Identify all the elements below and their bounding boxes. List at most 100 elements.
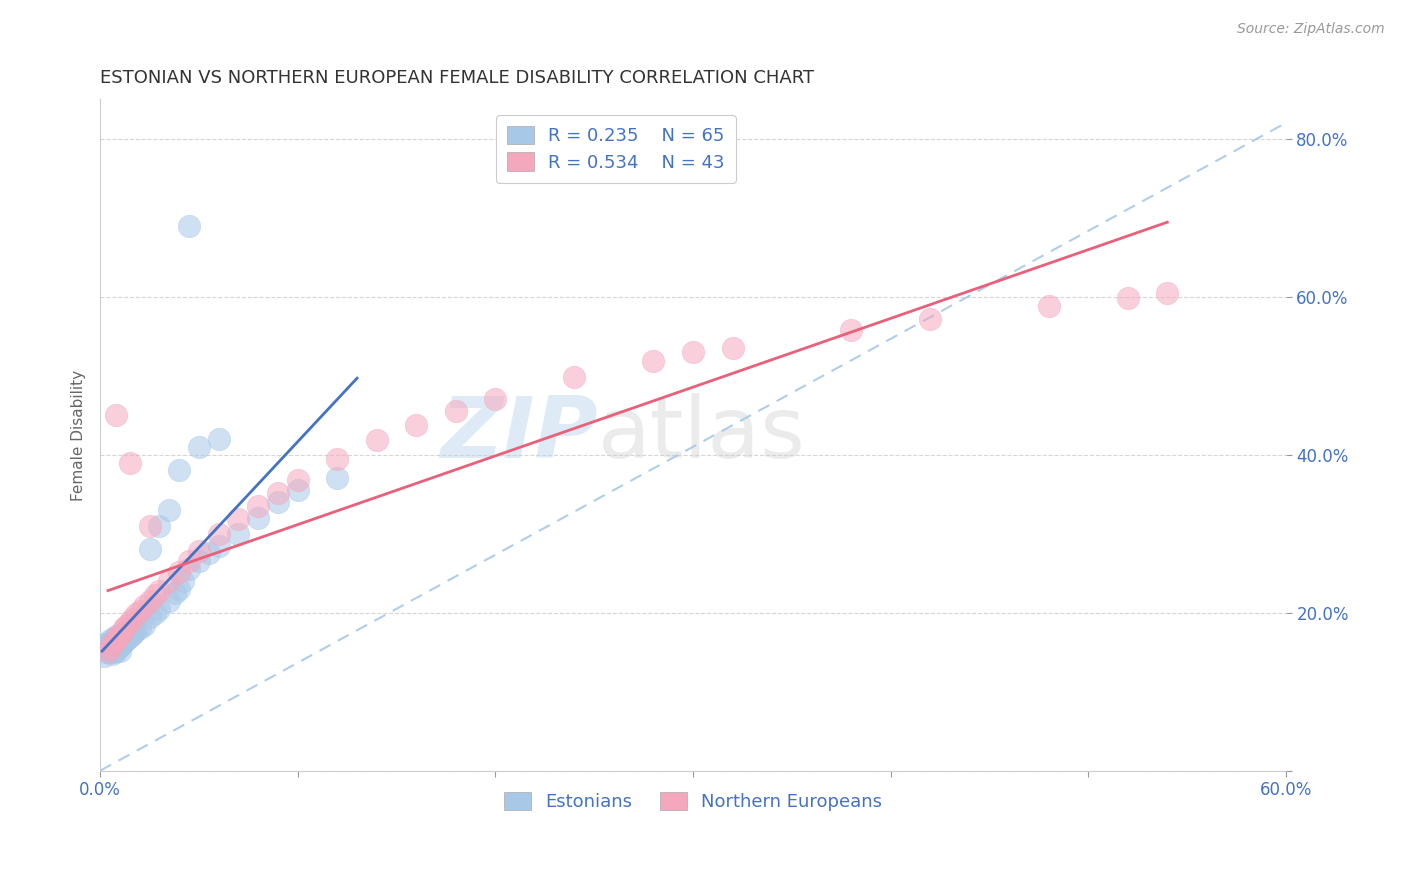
Point (97, 643, 120, 657)
Point (267, 485, 290, 500)
Point (444, 404, 467, 418)
Point (118, 615, 141, 630)
Point (107, 629, 129, 643)
Point (145, 606, 167, 620)
Point (366, 434, 388, 448)
Point (138, 542, 160, 557)
Point (103, 637, 125, 651)
Point (287, 473, 309, 487)
Point (128, 604, 150, 618)
Point (98, 641, 121, 656)
Point (128, 622, 150, 636)
Point (145, 588, 167, 602)
Point (121, 612, 143, 626)
Point (208, 526, 231, 541)
Point (326, 471, 349, 485)
Point (247, 499, 270, 513)
Point (148, 601, 170, 615)
Point (187, 544, 209, 558)
Point (108, 639, 131, 653)
Point (103, 631, 125, 645)
Point (132, 599, 155, 614)
Point (208, 432, 231, 446)
Point (94, 641, 117, 656)
Point (148, 518, 170, 533)
Point (114, 628, 136, 642)
Point (107, 637, 129, 651)
Point (125, 623, 148, 637)
Point (121, 628, 143, 642)
Point (101, 643, 124, 657)
Point (1038, 299, 1060, 313)
Point (682, 345, 704, 359)
Point (107, 633, 129, 648)
Point (920, 311, 942, 326)
Point (98, 645, 121, 659)
Point (104, 629, 127, 643)
Point (111, 625, 134, 640)
Point (94, 637, 117, 651)
Point (208, 539, 231, 553)
Point (138, 609, 160, 624)
Text: ESTONIAN VS NORTHERN EUROPEAN FEMALE DISABILITY CORRELATION CHART: ESTONIAN VS NORTHERN EUROPEAN FEMALE DIS… (100, 69, 814, 87)
Point (643, 354, 665, 368)
Point (138, 518, 160, 533)
Point (107, 641, 129, 656)
Point (103, 635, 125, 649)
Point (112, 622, 135, 636)
Text: Source: ZipAtlas.com: Source: ZipAtlas.com (1237, 22, 1385, 37)
Point (94, 645, 117, 659)
Point (1156, 285, 1178, 300)
Point (101, 637, 124, 651)
Text: atlas: atlas (598, 393, 806, 476)
Point (177, 562, 200, 576)
Point (112, 629, 135, 643)
Point (98, 637, 121, 651)
Point (101, 647, 124, 661)
Point (93, 649, 115, 664)
Point (148, 583, 170, 598)
Point (721, 341, 744, 355)
Point (111, 637, 134, 651)
Point (112, 635, 135, 649)
Point (97, 641, 120, 656)
Point (101, 639, 124, 653)
Point (157, 574, 180, 588)
Point (104, 408, 127, 422)
Point (132, 617, 155, 632)
Point (247, 511, 270, 525)
Point (198, 546, 221, 560)
Point (138, 594, 160, 608)
Point (484, 392, 506, 407)
Point (228, 512, 250, 526)
Point (103, 641, 125, 656)
Point (97, 639, 120, 653)
Text: ZIP: ZIP (440, 393, 598, 476)
Point (267, 495, 290, 509)
Point (104, 639, 127, 653)
Legend: Estonians, Northern Europeans: Estonians, Northern Europeans (494, 781, 893, 822)
Point (167, 582, 190, 596)
Point (172, 574, 194, 588)
Point (98, 633, 121, 648)
Point (187, 554, 209, 568)
Point (157, 594, 180, 608)
Point (177, 554, 200, 568)
Point (187, 440, 209, 454)
Point (167, 565, 190, 579)
Point (564, 370, 586, 384)
Point (118, 625, 141, 640)
Point (839, 323, 862, 337)
Point (125, 607, 148, 622)
Point (405, 417, 427, 432)
Point (104, 635, 127, 649)
Point (97, 636, 120, 650)
Point (108, 628, 131, 642)
Point (118, 456, 141, 470)
Point (287, 483, 309, 498)
Point (165, 586, 187, 600)
Point (228, 526, 250, 541)
Point (177, 219, 200, 233)
Point (118, 629, 141, 643)
Point (101, 635, 124, 649)
